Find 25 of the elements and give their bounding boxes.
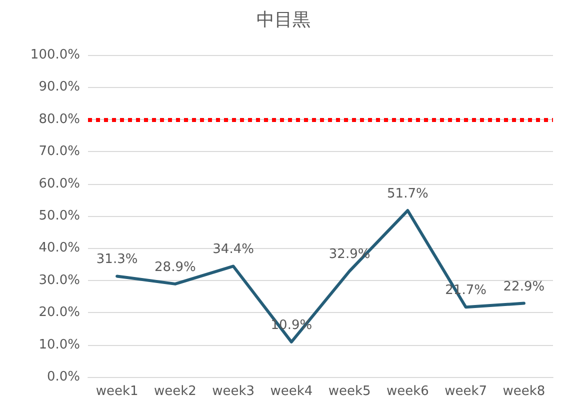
x-tick-label: week3 (212, 384, 255, 399)
y-tick-label: 10.0% (38, 337, 80, 352)
y-tick-label: 50.0% (38, 208, 80, 224)
y-tick-label: 20.0% (38, 305, 80, 320)
data-label: 28.9% (154, 260, 196, 275)
x-tick-label: week2 (154, 384, 196, 399)
x-tick-label: week6 (386, 384, 429, 399)
y-tick-label: 30.0% (38, 272, 80, 288)
data-label: 51.7% (387, 186, 428, 202)
x-tick-label: week1 (96, 384, 138, 399)
data-label: 22.9% (503, 279, 545, 294)
data-label: 31.3% (96, 252, 138, 268)
data-label: 34.4% (212, 242, 254, 258)
x-tick-label: week5 (328, 384, 371, 399)
y-tick-label: 80.0% (38, 112, 80, 127)
y-tick-label: 100.0% (30, 48, 80, 62)
y-tick-label: 60.0% (38, 176, 80, 192)
x-tick-label: week7 (444, 384, 488, 399)
chart-title: 中目黒 (256, 10, 310, 30)
y-tick-label: 70.0% (38, 144, 80, 160)
x-tick-label: week4 (270, 384, 313, 399)
y-tick-label: 90.0% (38, 80, 80, 95)
y-tick-label: 40.0% (38, 240, 80, 256)
y-tick-label: 0.0% (46, 370, 80, 384)
x-tick-label: week8 (502, 384, 546, 399)
